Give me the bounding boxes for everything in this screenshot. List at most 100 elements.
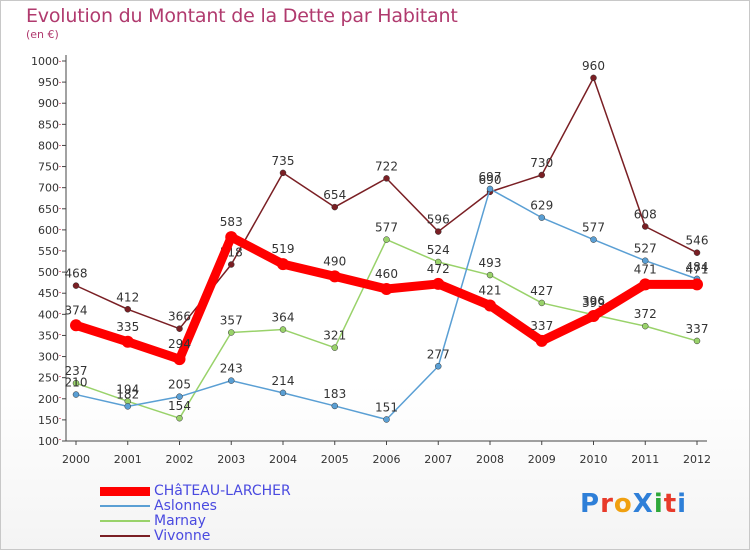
data-label-marnay: 493 <box>479 256 502 270</box>
legend-item: CHâTEAU-LARCHER <box>100 484 291 499</box>
logo-letter: t <box>663 489 678 519</box>
y-tick-label: 450 <box>38 287 59 300</box>
data-label-ch-teau-larcher: 471 <box>686 262 709 276</box>
data-label-ch-teau-larcher: 519 <box>272 242 295 256</box>
y-tick-label: 200 <box>38 393 59 406</box>
data-label-vivonne: 735 <box>272 154 295 168</box>
data-label-aslonnes: 214 <box>272 374 295 388</box>
legend-swatch <box>100 520 150 522</box>
x-tick-label: 2009 <box>528 453 556 466</box>
data-point-aslonnes <box>72 391 80 398</box>
data-label-aslonnes: 205 <box>168 378 191 392</box>
data-label-vivonne: 468 <box>65 267 88 281</box>
data-point-aslonnes <box>124 403 131 410</box>
data-point-aslonnes <box>590 236 597 243</box>
data-point-vivonne <box>538 171 545 179</box>
data-label-aslonnes: 183 <box>323 387 346 401</box>
data-label-marnay: 194 <box>116 382 139 396</box>
y-tick-label: 950 <box>38 76 59 89</box>
data-point-marnay <box>693 337 701 345</box>
data-label-aslonnes: 151 <box>375 400 398 414</box>
data-point-vivonne <box>693 249 701 256</box>
data-label-ch-teau-larcher: 472 <box>427 262 450 276</box>
data-label-vivonne: 608 <box>634 208 657 222</box>
data-label-marnay: 524 <box>427 243 450 257</box>
data-label-vivonne: 412 <box>116 290 139 304</box>
data-point-ch-teau-larcher <box>277 258 289 271</box>
data-point-ch-teau-larcher <box>535 334 548 347</box>
data-point-vivonne <box>72 282 80 289</box>
data-point-vivonne <box>124 306 131 313</box>
data-label-marnay: 237 <box>65 364 88 378</box>
data-label-marnay: 399 <box>582 296 605 310</box>
data-label-marnay: 364 <box>272 311 295 325</box>
data-label-aslonnes: 527 <box>634 242 657 256</box>
y-tick-label: 250 <box>38 372 59 385</box>
data-point-aslonnes <box>486 185 494 193</box>
data-point-ch-teau-larcher <box>484 299 496 312</box>
data-point-vivonne <box>383 175 390 182</box>
y-tick-label: 650 <box>38 203 59 216</box>
legend-item: Marnay <box>100 514 291 529</box>
data-point-marnay <box>642 322 649 330</box>
x-tick-label: 2005 <box>321 453 349 466</box>
data-point-aslonnes <box>279 389 287 397</box>
data-point-ch-teau-larcher <box>225 231 238 244</box>
x-tick-label: 2002 <box>166 453 194 466</box>
data-label-aslonnes: 243 <box>220 362 243 376</box>
legend-swatch <box>100 535 150 537</box>
logo-letter: r <box>600 489 614 519</box>
data-label-ch-teau-larcher: 460 <box>375 267 398 281</box>
data-point-vivonne <box>279 169 287 177</box>
y-tick-label: 500 <box>38 266 59 279</box>
logo-letter: i <box>677 489 688 519</box>
logo-letter: X <box>632 489 654 519</box>
data-point-vivonne <box>590 74 597 82</box>
legend-label: Vivonne <box>154 528 211 544</box>
data-label-vivonne: 366 <box>168 310 191 324</box>
data-point-ch-teau-larcher <box>380 283 393 295</box>
data-point-ch-teau-larcher <box>173 353 186 366</box>
y-tick-label: 100 <box>38 435 59 448</box>
y-tick-label: 900 <box>38 97 59 110</box>
data-point-vivonne <box>228 261 235 268</box>
data-label-vivonne: 960 <box>582 59 605 73</box>
data-label-ch-teau-larcher: 396 <box>582 294 605 308</box>
data-point-ch-teau-larcher <box>691 278 703 291</box>
data-label-marnay: 577 <box>375 221 398 235</box>
data-label-vivonne: 690 <box>479 173 502 187</box>
data-label-vivonne: 596 <box>427 213 450 227</box>
data-label-vivonne: 546 <box>686 234 709 248</box>
proxiti-logo: ProXiti <box>580 489 687 519</box>
data-label-marnay: 154 <box>168 399 191 413</box>
data-label-ch-teau-larcher: 421 <box>479 283 502 297</box>
data-label-marnay: 427 <box>530 284 553 298</box>
data-label-aslonnes: 629 <box>530 199 553 213</box>
y-tick-label: 850 <box>38 118 59 131</box>
data-label-vivonne: 722 <box>375 159 398 173</box>
data-label-marnay: 321 <box>323 329 346 343</box>
data-label-aslonnes: 210 <box>65 376 88 390</box>
legend-label: Marnay <box>154 513 206 529</box>
data-point-ch-teau-larcher <box>432 277 445 290</box>
y-tick-label: 350 <box>38 329 59 342</box>
legend: CHâTEAU-LARCHER Aslonnes Marnay Vivonne <box>100 484 291 544</box>
logo-letter: o <box>613 489 633 519</box>
x-tick-label: 2006 <box>373 453 401 466</box>
legend-item: Aslonnes <box>100 499 291 514</box>
x-tick-label: 2011 <box>631 453 659 466</box>
data-point-marnay <box>435 258 442 266</box>
data-label-aslonnes: 484 <box>686 260 709 274</box>
data-point-ch-teau-larcher <box>70 319 82 332</box>
logo-letter: P <box>580 489 601 519</box>
data-point-marnay <box>383 236 390 243</box>
data-point-aslonnes <box>331 402 338 410</box>
legend-swatch <box>100 486 150 496</box>
data-label-ch-teau-larcher: 490 <box>323 254 346 268</box>
x-tick-label: 2004 <box>269 453 297 466</box>
data-point-marnay <box>176 414 183 422</box>
data-point-aslonnes <box>642 257 649 264</box>
unit-label: (en €) <box>26 28 59 41</box>
y-tick-label: 600 <box>38 224 59 237</box>
